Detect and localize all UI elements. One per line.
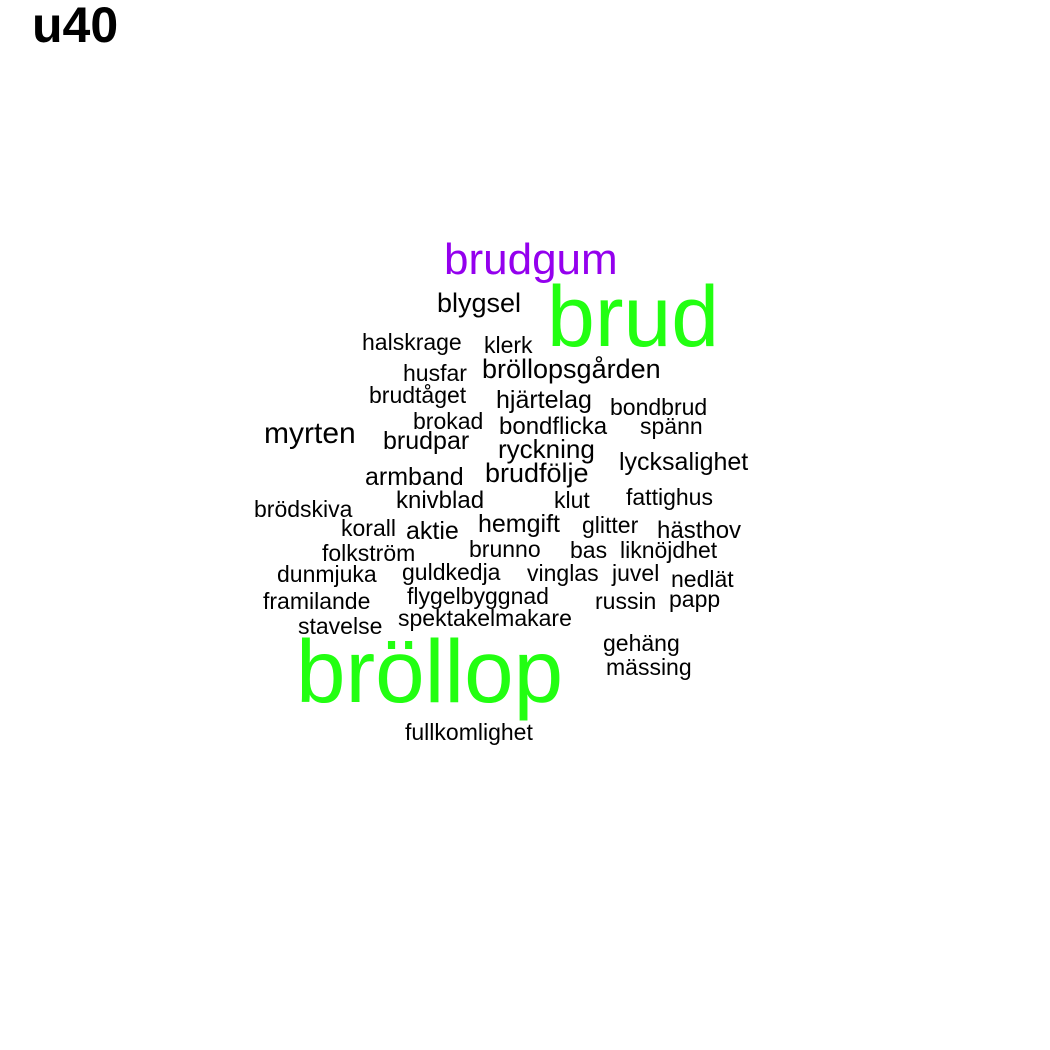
word-fattighus: fattighus [626,484,713,510]
word-klut: klut [554,487,590,513]
word-fullkomlighet: fullkomlighet [405,719,533,745]
word-spann: spänn [640,413,703,439]
word-stavelse: stavelse [298,613,383,639]
word-hemgift: hemgift [478,510,560,538]
word-halskrage: halskrage [362,329,462,355]
word-bas: bas [570,537,608,563]
word-massing: mässing [606,654,692,680]
word-myrten: myrten [264,417,356,450]
word-brudfolje: brudfölje [485,458,589,488]
word-lycksalighet: lycksalighet [619,448,749,476]
word-hasthov: hästhov [657,517,742,544]
page-title: u40 [32,0,119,53]
word-brudpar: brudpar [383,427,470,455]
word-brodskiva: brödskiva [254,496,353,522]
word-armband: armband [365,463,464,491]
word-blygsel: blygsel [437,288,522,318]
word-liknojdhet: liknöjdhet [620,537,718,563]
word-bondbrud: bondbrud [610,394,708,420]
word-bondflicka: bondflicka [499,413,608,440]
word-spektakelmakare: spektakelmakare [398,605,572,631]
word-juvel: juvel [612,560,660,586]
word-flygelbyggnad: flygelbyggnad [407,583,549,609]
word-brudgum: brudgum [444,235,618,284]
word-aktie: aktie [406,517,459,545]
word-dunmjuka: dunmjuka [277,561,377,587]
word-framilande: framilande [263,588,371,614]
word-husfar: husfar [403,360,467,386]
word-ryckning: ryckning [498,434,595,464]
word-brudtaget: brudtåget [369,382,467,408]
word-gehang: gehäng [603,630,680,656]
word-hjartelag: hjärtelag [496,386,592,414]
word-brud: brud [547,269,720,365]
word-folkstrom: folkström [322,540,416,566]
word-glitter: glitter [582,512,639,538]
word-papp: papp [669,586,721,612]
word-nedlat: nedlät [671,566,734,592]
word-brollopsgarden: bröllopsgården [482,354,661,384]
word-korall: korall [341,515,396,541]
word-vinglas: vinglas [527,560,599,586]
word-russin: russin [595,588,657,614]
word-brokad: brokad [413,408,484,434]
word-knivblad: knivblad [396,487,485,514]
word-klerk: klerk [484,332,533,358]
word-brollop: bröllop [296,621,564,721]
word-brunno: brunno [469,536,541,562]
word-guldkedja: guldkedja [402,559,501,585]
